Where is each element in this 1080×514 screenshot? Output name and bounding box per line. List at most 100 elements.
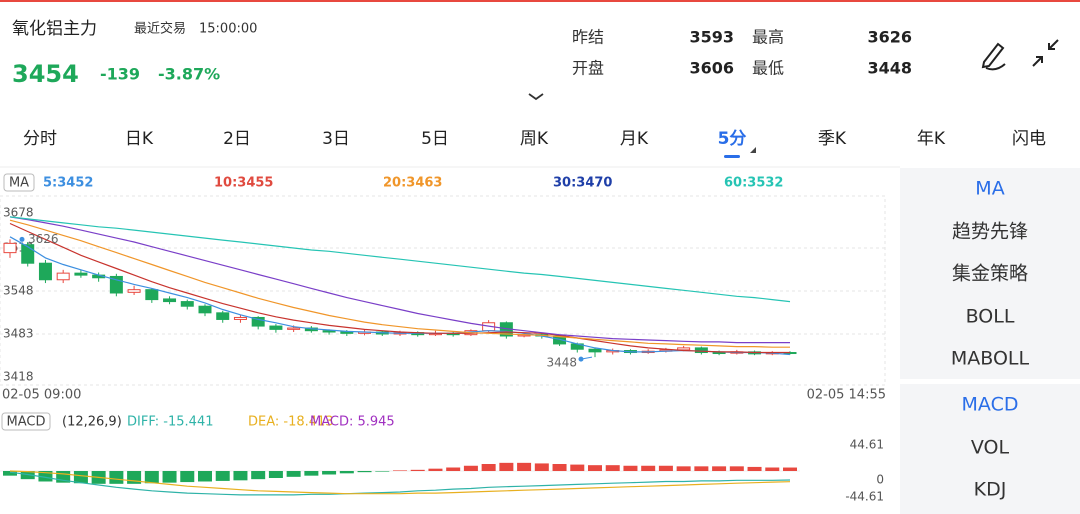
- macd-bar: [747, 466, 762, 471]
- macd-bar: [198, 471, 212, 482]
- indicator-option[interactable]: VOL: [971, 437, 1010, 459]
- candle-body: [588, 348, 602, 353]
- indicator-option[interactable]: 趋势先锋: [952, 221, 1028, 243]
- macd-y-tick-label: 0: [876, 473, 884, 487]
- candle-body: [677, 347, 691, 351]
- macd-bar: [658, 465, 673, 471]
- candle-body: [21, 244, 35, 264]
- macd-bar: [73, 471, 88, 484]
- period-tab[interactable]: 闪电: [1012, 129, 1046, 149]
- ma-legend-box: [3, 173, 35, 192]
- period-tab[interactable]: 5分: [718, 129, 747, 149]
- ma-legend-label: MA: [9, 176, 29, 191]
- active-tab-underline: [724, 155, 740, 158]
- last-trade-label: 最近交易: [134, 21, 186, 37]
- period-tab[interactable]: 分时: [23, 129, 57, 149]
- macd-bar: [765, 467, 780, 471]
- macd-dea: DEA: -18.413: [248, 415, 334, 430]
- macd-bar: [588, 465, 602, 471]
- macd-line: [9, 470, 791, 495]
- stat-label: 开盘: [572, 59, 604, 78]
- macd-bar: [233, 471, 248, 481]
- period-tab[interactable]: 年K: [917, 129, 946, 149]
- panel-gap: [900, 379, 1080, 384]
- price-change-pct: -3.87%: [158, 65, 220, 84]
- high-marker: [19, 236, 25, 242]
- stat-label: 最低: [752, 59, 784, 78]
- stat-value: 3626: [867, 28, 912, 47]
- stat-value: 3593: [689, 28, 734, 47]
- indicator-option[interactable]: KDJ: [974, 479, 1007, 501]
- tab-dropdown-mark: [750, 147, 756, 153]
- candle-body: [340, 331, 354, 334]
- macd-bar: [162, 471, 177, 483]
- stat-label: 最高: [752, 28, 784, 47]
- candle-body: [712, 352, 726, 355]
- ma-line: [9, 216, 790, 344]
- stat-value: 3606: [689, 59, 734, 78]
- period-tab[interactable]: 周K: [520, 129, 549, 149]
- candle-body: [145, 289, 159, 301]
- candle-body: [180, 301, 194, 307]
- macd-y-tick-label: -44.61: [845, 490, 884, 504]
- macd-bar: [499, 462, 514, 471]
- price-change: -139: [100, 65, 140, 84]
- macd-value: MACD: 5.945: [310, 415, 395, 430]
- macd-line: [9, 471, 791, 496]
- macd-params: (12,26,9): [62, 415, 122, 430]
- candle-body: [127, 289, 141, 293]
- x-tick-label: 02-05 09:00: [2, 388, 81, 403]
- macd-bar: [463, 465, 478, 471]
- period-tab[interactable]: 日K: [125, 129, 154, 149]
- macd-bar: [783, 467, 797, 471]
- collapse-icon[interactable]: [1032, 39, 1059, 67]
- stat-label: 昨结: [572, 28, 604, 47]
- indicator-panel: [900, 168, 1080, 514]
- candle-body: [38, 262, 52, 281]
- candle-body: [287, 327, 301, 330]
- candle-body: [3, 242, 17, 254]
- macd-diff: DIFF: -15.441: [127, 415, 213, 430]
- period-tab[interactable]: 月K: [620, 129, 649, 149]
- y-tick-label: 3678: [3, 206, 34, 220]
- expand-chevron[interactable]: [528, 93, 544, 101]
- ma-legend-value: 10:3455: [214, 176, 273, 191]
- macd-bar: [694, 466, 709, 471]
- candle-body: [233, 316, 247, 320]
- macd-bar: [552, 464, 567, 471]
- macd-legend-box: [1, 412, 51, 431]
- ma-line: [9, 236, 791, 356]
- macd-bar: [570, 464, 585, 471]
- macd-bar: [712, 466, 727, 471]
- indicator-option[interactable]: MACD: [962, 394, 1019, 416]
- ma-line: [9, 216, 791, 303]
- candle-body: [553, 335, 567, 345]
- candle-body: [322, 330, 336, 333]
- y-tick-label: 3418: [3, 370, 34, 384]
- macd-bar: [481, 464, 496, 471]
- period-tab[interactable]: 5日: [421, 129, 449, 149]
- period-tab[interactable]: 季K: [818, 129, 847, 149]
- edit-icon[interactable]: [981, 42, 1006, 71]
- indicator-option[interactable]: 集金策略: [952, 263, 1028, 285]
- macd-bar: [729, 466, 744, 471]
- macd-bar: [215, 471, 230, 481]
- ma-legend-value: 20:3463: [383, 176, 442, 191]
- candle-body: [251, 316, 265, 327]
- candle-body: [74, 272, 88, 276]
- indicator-option[interactable]: MABOLL: [951, 348, 1030, 370]
- candle-body: [269, 325, 283, 330]
- indicator-option[interactable]: MA: [975, 178, 1004, 200]
- macd-bar: [3, 471, 17, 476]
- macd-bar: [410, 469, 425, 471]
- ma-legend-value: 5:3452: [43, 176, 93, 191]
- indicator-option[interactable]: BOLL: [966, 306, 1015, 328]
- x-tick-label: 02-05 14:55: [807, 388, 886, 403]
- candle-body: [163, 298, 177, 303]
- macd-bar: [393, 470, 407, 471]
- ma-legend-value: 60:3532: [724, 176, 783, 191]
- period-tab[interactable]: 2日: [223, 129, 251, 149]
- period-tab[interactable]: 3日: [322, 129, 350, 149]
- macd-bar: [534, 463, 549, 471]
- macd-bar: [517, 462, 532, 471]
